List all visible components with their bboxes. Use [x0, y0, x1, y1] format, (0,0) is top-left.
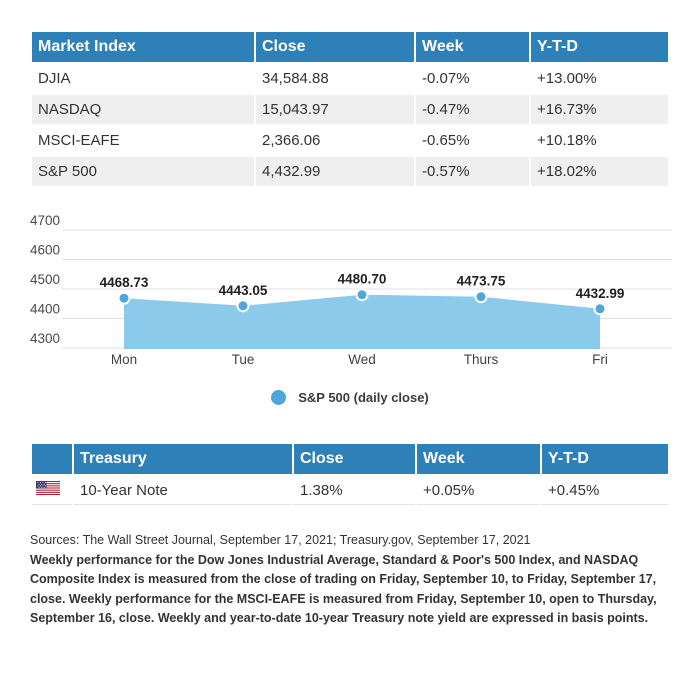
market-index-header: Market Index	[32, 32, 254, 62]
treasury-header-row: Treasury Close Week Y-T-D	[32, 444, 668, 474]
treasury-close-header: Close	[294, 444, 415, 474]
table-row: DJIA 34,584.88 -0.07% +13.00%	[32, 64, 668, 93]
index-name: DJIA	[38, 70, 71, 87]
data-point	[117, 291, 131, 305]
x-axis-label: Wed	[348, 352, 376, 367]
data-point	[355, 288, 369, 302]
table-row: NASDAQ 15,043.97 -0.47% +16.73%	[32, 95, 668, 124]
index-close: 4,432.99	[256, 157, 414, 186]
index-week: -0.65%	[422, 132, 470, 149]
us-flag-icon	[32, 476, 72, 505]
treasury-close: 1.38%	[294, 476, 415, 505]
treasury-header: Treasury	[74, 444, 292, 474]
flag-col-header	[32, 444, 72, 474]
treasury-name: 10-Year Note	[74, 476, 292, 505]
index-close: 15,043.97	[256, 95, 414, 124]
sp500-area	[124, 294, 600, 349]
ytd-header: Y-T-D	[531, 32, 668, 62]
index-close: 2,366.06	[262, 132, 321, 149]
index-ytd: +18.02%	[531, 157, 668, 186]
x-axis-label: Fri	[592, 352, 608, 367]
week-header: Week	[416, 32, 529, 62]
footnotes: Sources: The Wall Street Journal, Septem…	[30, 531, 678, 629]
treasury-table: Treasury Close Week Y-T-D	[30, 442, 670, 507]
treasury-ytd: +0.45%	[542, 476, 668, 505]
table-row: 10-Year Note 1.38% +0.05% +0.45%	[32, 476, 668, 505]
index-ytd: +10.18%	[537, 132, 597, 149]
index-week: -0.47%	[416, 95, 529, 124]
index-name: NASDAQ	[32, 95, 254, 124]
treasury-week: +0.05%	[417, 476, 540, 505]
sp500-area-chart: 4700 4600 4500 4400 4300 4468.73 Mon 4443.05 Tue…	[30, 213, 672, 367]
data-point-label: 4443.05	[219, 283, 268, 298]
table-row: S&P 500 4,432.99 -0.57% +18.02%	[32, 157, 668, 186]
table-row: MSCI-EAFE 2,366.06 -0.65% +10.18%	[32, 126, 668, 155]
x-axis-label: Tue	[232, 352, 255, 367]
index-week: -0.07%	[422, 70, 470, 87]
chart-legend: S&P 500 (daily close)	[0, 388, 700, 406]
close-header: Close	[256, 32, 414, 62]
methodology-note: Weekly performance for the Dow Jones Ind…	[30, 552, 657, 626]
legend-label: S&P 500 (daily close)	[298, 389, 429, 405]
sources-line: Sources: The Wall Street Journal, Septem…	[30, 533, 531, 547]
treasury-week-header: Week	[417, 444, 540, 474]
data-point-label: 4468.73	[100, 275, 149, 290]
x-axis-label: Thurs	[464, 352, 499, 367]
treasury-ytd-header: Y-T-D	[542, 444, 668, 474]
index-ytd: +16.73%	[531, 95, 668, 124]
data-point-label: 4473.75	[457, 274, 506, 289]
y-axis-tick: 4400	[30, 302, 60, 317]
index-week: -0.57%	[416, 157, 529, 186]
market-index-table: Market Index Close Week Y-T-D DJIA 34,58…	[30, 30, 670, 188]
data-point	[474, 290, 488, 304]
y-axis-tick: 4500	[30, 272, 60, 287]
index-ytd: +13.00%	[537, 70, 597, 87]
x-axis-label: Mon	[111, 352, 137, 367]
index-name: S&P 500	[32, 157, 254, 186]
index-close: 34,584.88	[262, 70, 329, 87]
sp500-chart: 4700 4600 4500 4400 4300 4468.73 Mon 4443.05 Tue…	[0, 200, 700, 372]
data-point-label: 4432.99	[576, 286, 625, 301]
y-axis-tick: 4300	[30, 331, 60, 346]
legend-dot-icon	[271, 389, 287, 405]
data-point-label: 4480.70	[338, 272, 387, 287]
market-table-header-row: Market Index Close Week Y-T-D	[32, 32, 668, 62]
data-point	[593, 302, 607, 316]
y-axis-tick: 4600	[30, 243, 60, 258]
index-name: MSCI-EAFE	[38, 132, 120, 149]
data-point	[236, 299, 250, 313]
y-axis-tick: 4700	[30, 213, 60, 228]
